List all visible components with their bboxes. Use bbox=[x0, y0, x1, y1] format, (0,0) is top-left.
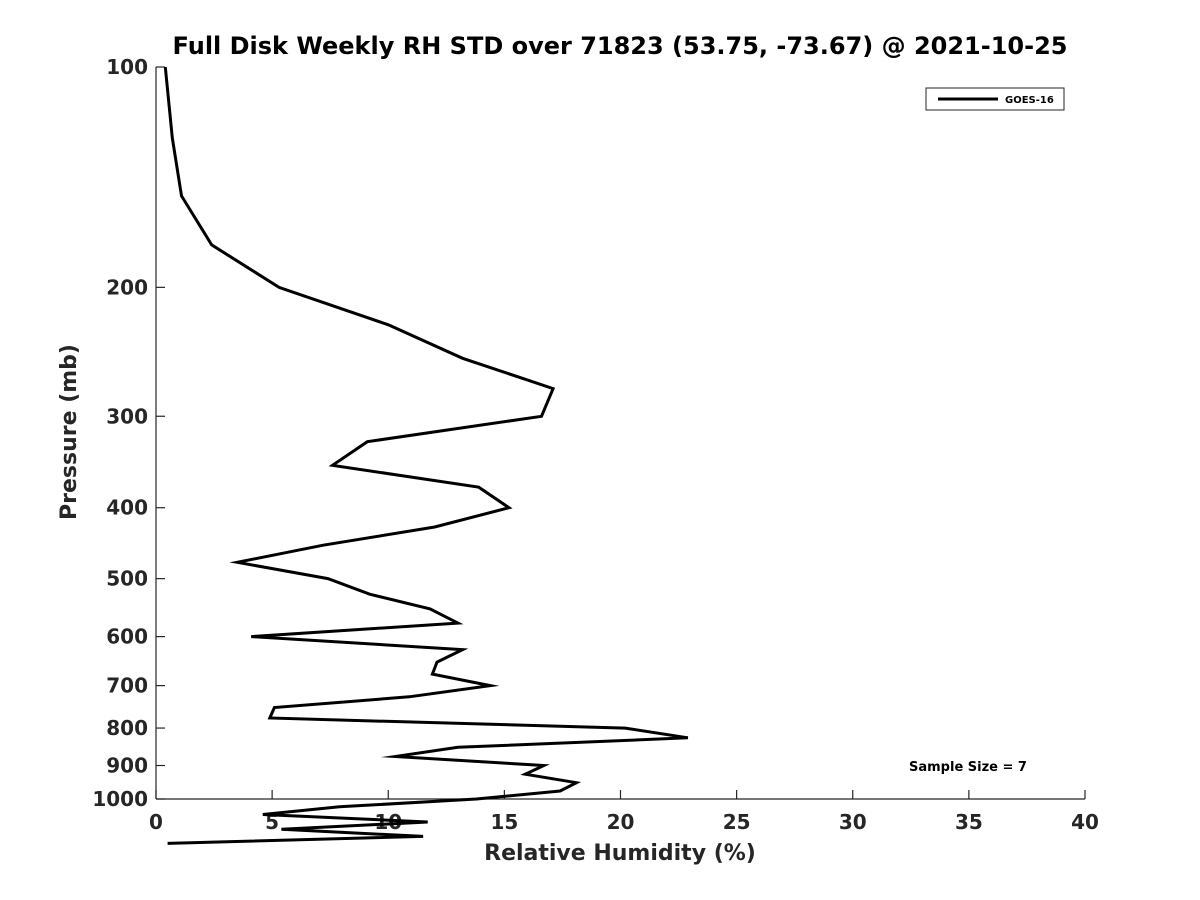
x-tick-label: 25 bbox=[723, 810, 751, 834]
legend: GOES-16 bbox=[925, 87, 1065, 111]
series-line-goes-16 bbox=[163, 66, 689, 845]
y-tick-label: 400 bbox=[106, 496, 148, 520]
y-tick-label: 500 bbox=[106, 567, 148, 591]
y-tick-label: 200 bbox=[106, 275, 148, 299]
y-tick-label: 1000 bbox=[92, 787, 148, 811]
x-tick-label: 0 bbox=[149, 810, 163, 834]
y-tick-label: 900 bbox=[106, 754, 148, 778]
series-layer bbox=[163, 66, 689, 845]
axes bbox=[155, 67, 1085, 800]
x-tick-label: 20 bbox=[607, 810, 635, 834]
y-tick-label: 300 bbox=[106, 404, 148, 428]
sample-size-annotation: Sample Size = 7 bbox=[909, 760, 1027, 775]
x-tick-label: 15 bbox=[490, 810, 518, 834]
y-tick-label: 700 bbox=[106, 674, 148, 698]
y-tick-label: 100 bbox=[106, 55, 148, 79]
y-axis-label: Pressure (mb) bbox=[57, 344, 82, 520]
y-tick-label: 800 bbox=[106, 716, 148, 740]
legend-label: GOES-16 bbox=[1005, 95, 1054, 106]
x-axis-label: Relative Humidity (%) bbox=[484, 841, 756, 866]
y-tick-label: 600 bbox=[106, 625, 148, 649]
chart-title: Full Disk Weekly RH STD over 71823 (53.7… bbox=[173, 32, 1068, 60]
x-tick-label: 30 bbox=[839, 810, 867, 834]
tick-marks: 0 5 10 15 20 25 30 35 40100200300400500600700800… bbox=[92, 55, 1099, 834]
x-tick-label: 40 bbox=[1071, 810, 1099, 834]
x-tick-label: 35 bbox=[955, 810, 983, 834]
